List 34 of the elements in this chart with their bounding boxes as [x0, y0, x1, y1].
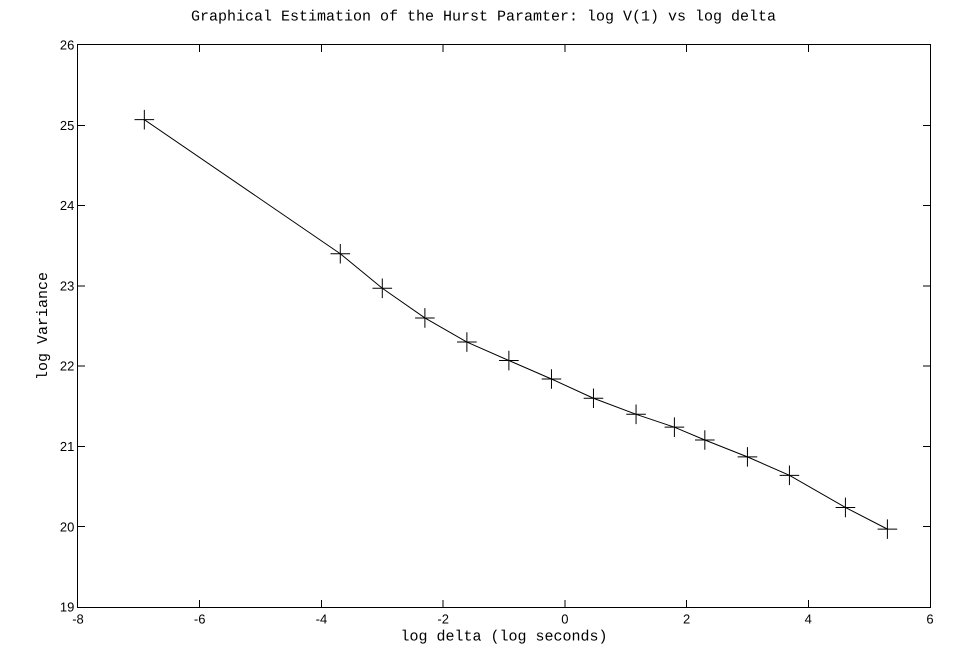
x-tick-label: -2 — [437, 612, 449, 627]
point — [737, 446, 758, 468]
point — [626, 404, 646, 425]
point — [372, 278, 393, 299]
point — [414, 308, 436, 328]
x-axis-title: log delta (log seconds) — [400, 628, 608, 646]
y-axis-title: log Variance — [35, 272, 52, 380]
y-tick-label: 26 — [60, 38, 74, 53]
x-tick-label: 4 — [804, 612, 812, 627]
y-tick-label: 22 — [60, 358, 74, 374]
point — [664, 416, 685, 438]
x-tick-label: -6 — [194, 612, 206, 627]
y-tick-label: 19 — [60, 600, 74, 615]
y-tick-label: 25 — [60, 118, 74, 133]
point — [134, 109, 155, 130]
x-tick-label: -8 — [72, 612, 84, 627]
x-tick-label: 0 — [561, 612, 568, 627]
point — [456, 332, 478, 352]
point — [583, 388, 604, 409]
point — [877, 518, 898, 540]
y-tick-label: 23 — [60, 278, 74, 294]
point — [330, 243, 351, 264]
point — [541, 368, 562, 390]
point — [694, 430, 716, 450]
y-tick-label: 20 — [60, 519, 74, 534]
y-tick-label: 21 — [60, 438, 74, 454]
x-tick-label: 2 — [682, 612, 690, 627]
chart-title: Graphical Estimation of the Hurst Paramter: log V(1) vs log delta — [190, 8, 776, 26]
y-tick-label: 24 — [60, 198, 74, 214]
point — [498, 350, 520, 371]
x-tick-label: 6 — [926, 612, 934, 627]
x-tick-label: -4 — [316, 612, 328, 627]
point — [835, 497, 856, 518]
point — [779, 465, 800, 486]
